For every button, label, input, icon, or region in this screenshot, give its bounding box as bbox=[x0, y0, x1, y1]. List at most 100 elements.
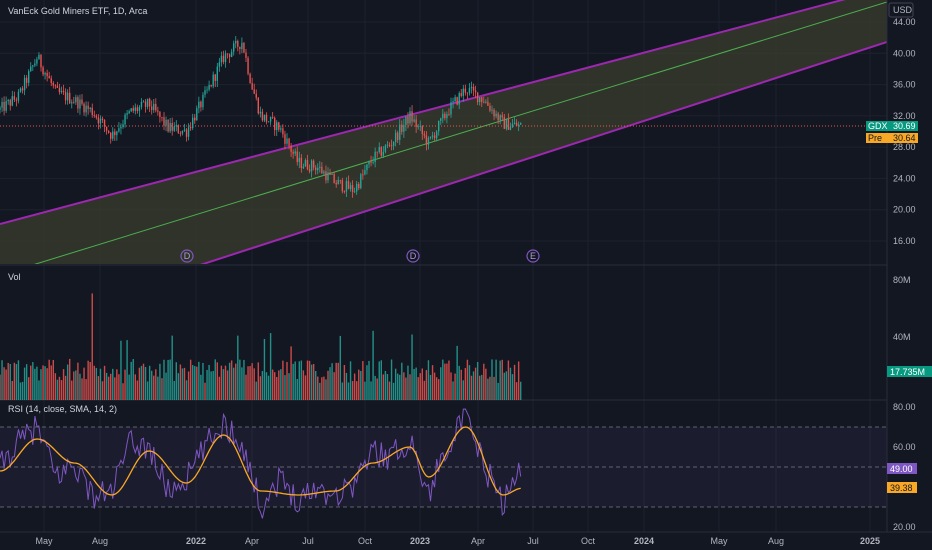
volume-bar-34 bbox=[69, 358, 71, 400]
volume-bar-39 bbox=[79, 373, 81, 400]
time-label-1: Aug bbox=[92, 536, 108, 546]
candle-body-224 bbox=[458, 93, 460, 105]
volume-bar-165 bbox=[337, 362, 339, 400]
volume-bar-160 bbox=[327, 370, 329, 400]
volume-bar-192 bbox=[392, 382, 395, 400]
candle-body-80 bbox=[163, 117, 165, 126]
volume-bar-44 bbox=[89, 362, 91, 400]
volume-bar-76 bbox=[155, 369, 157, 400]
volume-bar-127 bbox=[259, 376, 262, 400]
pre-price-badge: Pre 30.64 bbox=[866, 133, 918, 143]
volume-bar-72 bbox=[146, 381, 149, 400]
candle-body-138 bbox=[282, 128, 284, 135]
volume-bar-162 bbox=[331, 363, 333, 400]
candle-body-168 bbox=[343, 191, 346, 193]
last-volume-badge: 17.735M bbox=[887, 366, 932, 377]
volume-bar-95 bbox=[194, 366, 196, 400]
volume-ticks: 80M 40M bbox=[893, 275, 911, 342]
volume-bar-186 bbox=[380, 360, 382, 400]
volume-bar-240 bbox=[491, 359, 493, 400]
right-axis[interactable]: USD 44.00 40.00 36.00 32.00 28.00 24.00 20.00 1… bbox=[886, 0, 932, 550]
volume-pane[interactable]: Vol bbox=[0, 272, 522, 400]
volume-bar-138 bbox=[282, 360, 284, 400]
dividend-marker-1[interactable]: D bbox=[180, 249, 194, 263]
price-tick-3: 32.00 bbox=[893, 111, 916, 121]
candle-body-49 bbox=[99, 118, 102, 124]
currency-badge[interactable]: USD bbox=[888, 2, 914, 18]
volume-bar-195 bbox=[399, 374, 401, 400]
candle-body-72 bbox=[146, 98, 149, 107]
candle-body-20 bbox=[40, 54, 42, 68]
volume-bar-73 bbox=[148, 365, 151, 400]
candle-body-139 bbox=[284, 134, 286, 144]
volume-bar-64 bbox=[130, 361, 132, 400]
candle-body-42 bbox=[85, 105, 87, 113]
candle-body-105 bbox=[214, 74, 216, 81]
channel-upper-line[interactable] bbox=[0, 0, 887, 225]
candle-body-227 bbox=[464, 88, 467, 93]
time-axis[interactable]: May Aug 2022 Apr Jul Oct 2023 Apr Jul Oct 2024 May A… bbox=[0, 531, 932, 546]
channel-lower-line[interactable] bbox=[0, 41, 887, 330]
volume-bar-155 bbox=[317, 376, 319, 400]
svg-text:39.38: 39.38 bbox=[890, 483, 913, 493]
candle-body-60 bbox=[122, 124, 124, 128]
volume-bar-2 bbox=[3, 367, 5, 400]
volume-bar-218 bbox=[446, 363, 448, 400]
volume-bar-7 bbox=[13, 362, 16, 400]
price-tick-0: 44.00 bbox=[893, 17, 916, 27]
volume-bar-101 bbox=[206, 369, 208, 400]
volume-bar-69 bbox=[140, 365, 143, 400]
candle-body-165 bbox=[337, 179, 339, 185]
candle-body-58 bbox=[118, 128, 120, 132]
candle-body-172 bbox=[351, 185, 354, 192]
volume-bar-111 bbox=[226, 370, 229, 400]
volume-bar-193 bbox=[394, 368, 397, 400]
candle-body-206 bbox=[421, 126, 423, 134]
candle-body-235 bbox=[481, 97, 483, 102]
dividend-marker-2[interactable]: D bbox=[406, 249, 420, 263]
candle-body-246 bbox=[503, 117, 505, 129]
volume-bar-25 bbox=[50, 365, 52, 400]
candle-body-190 bbox=[388, 144, 391, 146]
candle-body-22 bbox=[44, 73, 46, 75]
volume-bar-250 bbox=[511, 374, 514, 400]
candle-body-221 bbox=[452, 101, 454, 103]
rsi-ma-line[interactable] bbox=[0, 426, 521, 496]
candle-body-28 bbox=[56, 85, 59, 88]
candle-body-185 bbox=[378, 147, 380, 153]
candle-body-131 bbox=[267, 121, 270, 123]
volume-bar-120 bbox=[245, 374, 247, 400]
candle-body-56 bbox=[114, 131, 116, 136]
volume-bar-137 bbox=[280, 369, 282, 400]
candle-body-209 bbox=[427, 137, 430, 145]
candle-body-144 bbox=[294, 151, 296, 154]
volume-bar-159 bbox=[325, 379, 327, 400]
price-pane[interactable]: VanEck Gold Miners ETF, 1D, Arca bbox=[0, 0, 887, 330]
volume-bar-141 bbox=[288, 373, 290, 400]
rsi-pane[interactable]: RSI (14, close, SMA, 14, 2) bbox=[0, 404, 887, 519]
rsi-line[interactable] bbox=[0, 408, 522, 519]
candle-body-179 bbox=[366, 164, 368, 171]
candle-body-1 bbox=[1, 101, 3, 108]
candle-body-154 bbox=[315, 167, 317, 171]
volume-bar-46 bbox=[93, 365, 95, 400]
candle-body-76 bbox=[155, 103, 157, 111]
earnings-marker[interactable]: E bbox=[526, 249, 540, 263]
volume-bar-156 bbox=[319, 382, 321, 400]
volume-bar-83 bbox=[169, 359, 171, 400]
volume-bar-27 bbox=[54, 373, 57, 400]
volume-bar-139 bbox=[284, 375, 286, 400]
candle-body-136 bbox=[278, 122, 280, 130]
channel-middle-line[interactable] bbox=[0, 1, 887, 275]
volume-bar-171 bbox=[349, 361, 352, 400]
price-tick-7: 16.00 bbox=[893, 236, 916, 246]
candle-body-169 bbox=[345, 181, 348, 192]
volume-bar-187 bbox=[382, 374, 385, 400]
volume-bar-202 bbox=[413, 368, 415, 400]
volume-bar-67 bbox=[136, 380, 139, 400]
volume-bar-161 bbox=[329, 367, 331, 400]
candle-body-61 bbox=[124, 114, 126, 125]
candle-body-8 bbox=[15, 99, 18, 101]
